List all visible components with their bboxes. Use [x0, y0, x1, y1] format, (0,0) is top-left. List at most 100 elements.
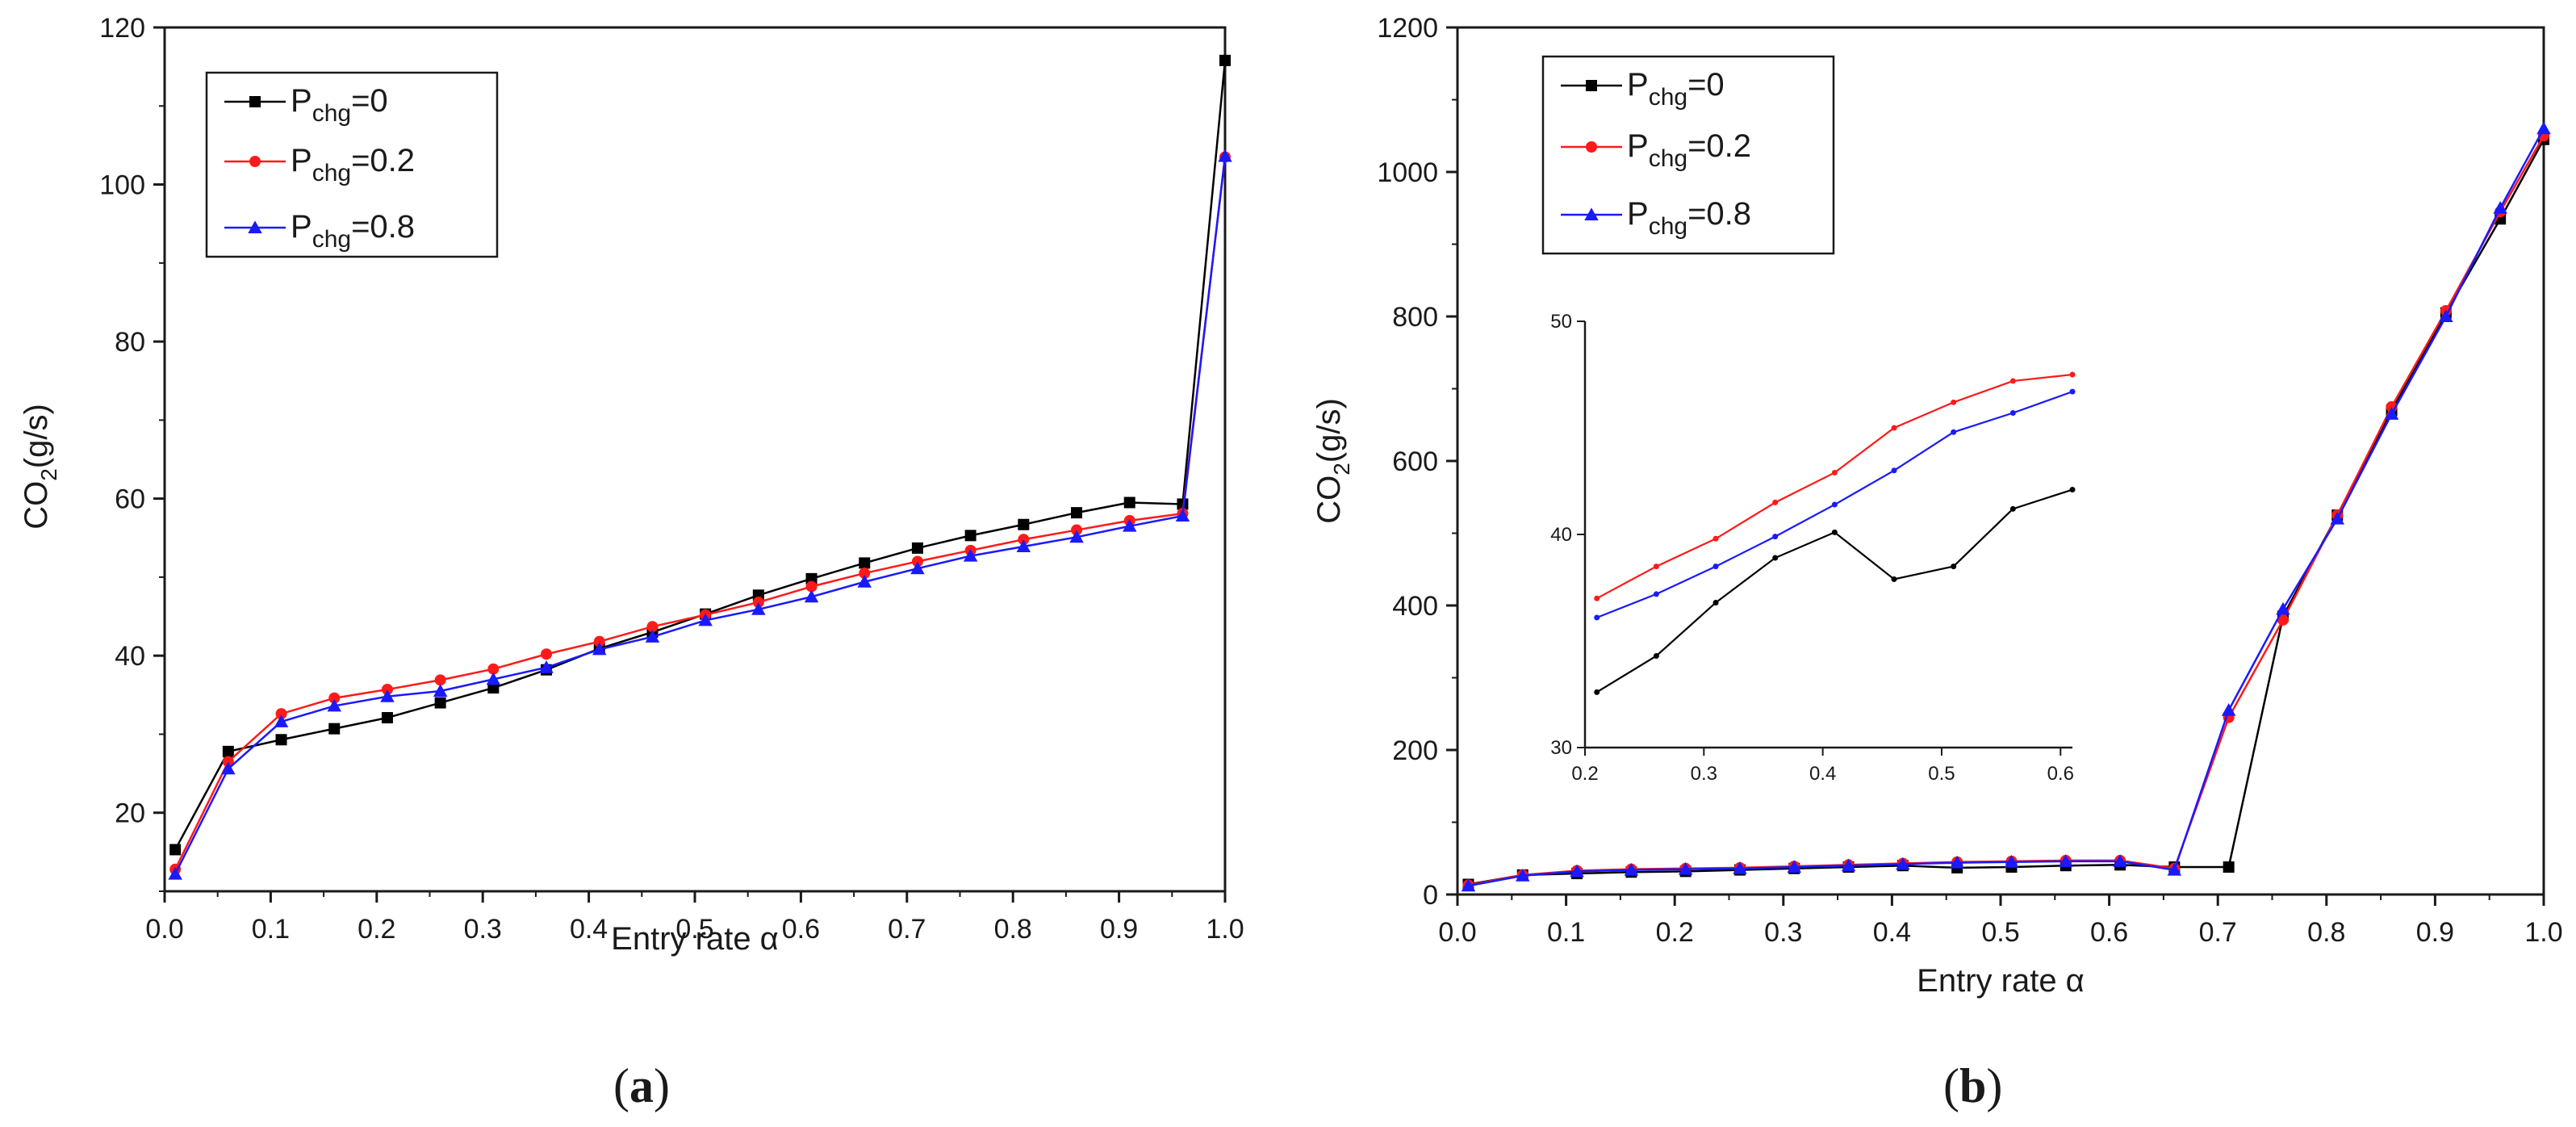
legend-label-value: =0 [351, 83, 388, 119]
x-axis-title: Entry rate α [611, 921, 779, 957]
inset-y-tick-label: 40 [1550, 524, 1572, 546]
legend-label-sub: chg [312, 160, 351, 186]
y-axis-title-unit: (g/s) [1311, 398, 1347, 463]
inset-data-point-s0 [1653, 652, 1659, 659]
inset-x-tick-label: 0.4 [1809, 763, 1836, 785]
legend-label-main: P [1627, 67, 1649, 103]
y-axis-title: CO2(g/s) [19, 404, 61, 530]
x-tick-label: 0.7 [2199, 917, 2237, 948]
legend-marker-2 [1584, 207, 1599, 220]
data-point-s1 [1071, 524, 1083, 536]
inset-data-point-s2 [2069, 388, 2076, 395]
data-point-s2 [1950, 855, 1964, 869]
data-point-s2 [1896, 857, 1910, 870]
inset-x-tick-label: 0.5 [1928, 763, 1955, 785]
y-tick-label: 1000 [1377, 157, 1438, 188]
y-tick-label: 800 [1392, 302, 1438, 333]
x-axis-title: Entry rate α [1917, 963, 2085, 999]
data-point-s0 [1018, 518, 1030, 530]
y-tick-label: 120 [99, 13, 145, 44]
data-point-s2 [910, 561, 925, 575]
legend-label-sub: chg [312, 100, 351, 127]
data-point-s2 [857, 574, 872, 588]
legend-label-sub: chg [312, 226, 351, 253]
inset-data-point-s0 [1891, 576, 1897, 582]
y-tick-label: 400 [1392, 591, 1438, 622]
y-tick-label: 600 [1392, 446, 1438, 477]
y-tick-label: 40 [115, 641, 145, 672]
data-point-s2 [2221, 703, 2236, 716]
inset-x-tick-label: 0.3 [1691, 763, 1717, 785]
inset-data-point-s1 [2009, 378, 2016, 384]
x-tick-label: 0.6 [2090, 917, 2128, 948]
data-point-s1 [859, 568, 871, 580]
legend-label-2: Pchg=0.8 [1627, 196, 1751, 240]
data-point-s2 [1733, 861, 1747, 874]
data-point-s1 [487, 663, 500, 675]
data-point-s1 [805, 580, 818, 593]
x-tick-label: 1.0 [2524, 917, 2562, 948]
inset-data-point-s0 [1712, 599, 1719, 605]
data-point-s1 [1018, 534, 1030, 546]
data-point-s0 [434, 697, 446, 709]
legend-label-sub: chg [1649, 213, 1687, 240]
y-tick-label: 80 [115, 327, 145, 358]
x-tick-label: 0.7 [888, 914, 926, 945]
inset-data-point-s0 [1951, 564, 1957, 570]
x-tick-label: 0.8 [2307, 917, 2345, 948]
panel-caption-open: ( [1943, 1059, 1959, 1112]
data-point-s0 [275, 734, 287, 746]
legend-label-value: =0.8 [1687, 196, 1751, 232]
data-point-s2 [963, 548, 978, 562]
x-tick-label: 0.4 [570, 914, 608, 945]
chart-panel-a: 0.0 0.1 0.2 0.3 0.4 0.5 0.6 0.7 0.8 0.9 1.0 20 40 60 8… [19, 13, 1244, 1112]
x-tick-label: 0.9 [1100, 914, 1138, 945]
inset-y-tick-label: 30 [1550, 737, 1572, 759]
data-point-s2 [2059, 854, 2073, 867]
data-point-s2 [751, 602, 766, 615]
data-point-s0 [1219, 54, 1231, 66]
data-point-s2 [2536, 121, 2551, 135]
legend-label-sub: chg [1649, 145, 1687, 172]
series-line-1 [174, 157, 1227, 870]
data-point-s2 [2493, 201, 2507, 214]
data-point-s2 [327, 698, 341, 712]
data-point-s1 [381, 684, 393, 696]
data-point-s2 [645, 630, 660, 643]
data-point-s0 [911, 542, 923, 554]
data-point-s1 [328, 692, 341, 704]
inset-data-point-s0 [1772, 555, 1779, 561]
data-point-s2 [433, 684, 448, 697]
legend-marker-2 [248, 220, 262, 233]
x-tick-label: 0.1 [252, 914, 290, 945]
data-point-s2 [1516, 868, 1530, 882]
data-point-s2 [2113, 854, 2127, 867]
data-point-s2 [1016, 539, 1031, 552]
y-axis-title: CO2(g/s) [1311, 398, 1354, 524]
panel-caption-close: ) [654, 1059, 670, 1112]
data-point-s2 [2330, 511, 2345, 525]
data-point-s1 [541, 648, 553, 660]
panel-caption-close: ) [1986, 1059, 2002, 1112]
y-tick-label: 200 [1392, 735, 1438, 766]
chart-panel-b: 0.0 0.1 0.2 0.3 0.4 0.5 0.6 0.7 0.8 0.9 1.00200400… [1311, 13, 2563, 1112]
data-point-s2 [698, 613, 713, 626]
data-point-s2 [1461, 878, 1476, 892]
inset-data-point-s1 [1951, 399, 1957, 405]
data-point-s2 [486, 672, 501, 685]
y-axis-title-main: CO [19, 481, 54, 530]
y-tick-label: 100 [99, 170, 145, 201]
x-tick-label: 0.9 [2416, 917, 2454, 948]
x-tick-label: 0.3 [1764, 917, 1802, 948]
data-point-s2 [1841, 858, 1856, 872]
legend-marker-1 [1586, 141, 1597, 153]
legend-label-1: Pchg=0.2 [291, 143, 415, 186]
legend-label-value: =0 [1687, 67, 1725, 103]
data-point-s0 [222, 745, 234, 757]
inset-x-tick-label: 0.6 [2047, 763, 2074, 785]
data-point-s2 [1175, 509, 1190, 522]
legend-label-2: Pchg=0.8 [291, 209, 415, 253]
inset-data-point-s2 [1891, 467, 1897, 474]
